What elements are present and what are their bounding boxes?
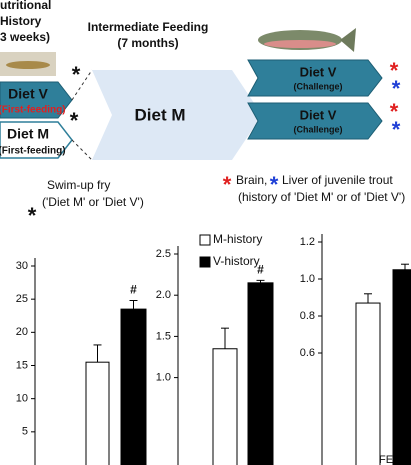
y-tick-label: 0.6 xyxy=(300,347,315,359)
larva xyxy=(0,52,56,76)
stage-label: (Challenge) xyxy=(293,81,342,91)
bar xyxy=(85,361,110,465)
x-tick-label: FE xyxy=(379,454,393,465)
legend-swatch xyxy=(199,234,211,246)
asterisks: * * * * * * * * * xyxy=(28,58,401,228)
annotation: # xyxy=(130,283,137,297)
bar xyxy=(212,348,238,465)
challenge-arrow xyxy=(247,102,383,140)
center-label: Diet M xyxy=(135,105,186,124)
y-tick-label: 0.8 xyxy=(300,310,315,322)
stage-label: (First-feeding) xyxy=(0,146,66,157)
asterisk: * xyxy=(392,76,401,101)
larva-body xyxy=(6,61,50,69)
asterisk: * xyxy=(390,58,399,83)
asterisk: * xyxy=(72,62,81,87)
stage-label: (Challenge) xyxy=(293,124,342,134)
y-tick-label: 1.5 xyxy=(156,330,171,342)
tissue-text: Liver of juvenile trout xyxy=(282,173,393,187)
diet-label: Diet M xyxy=(7,126,49,142)
diet-label: Diet V xyxy=(300,107,337,122)
y-tick-label: 5 xyxy=(22,426,28,438)
asterisk: * xyxy=(28,203,37,228)
y-tick-label: 15 xyxy=(16,359,28,371)
y-tick-label: 20 xyxy=(16,326,28,338)
history-text: 3 weeks) xyxy=(0,30,50,44)
stage-label: (First-feeding) xyxy=(0,105,66,116)
y-tick-label: 1.2 xyxy=(300,236,315,248)
asterisk: * xyxy=(223,172,232,197)
bar xyxy=(120,308,147,465)
trout xyxy=(258,28,356,52)
legend-label: V-history xyxy=(213,254,260,268)
asterisk: * xyxy=(270,172,279,197)
bar xyxy=(247,282,274,465)
legend-swatch xyxy=(199,256,211,268)
swim-up-text: ('Diet M' or 'Diet V') xyxy=(42,195,144,209)
y-tick-label: 25 xyxy=(16,293,28,305)
y-tick-label: 1.0 xyxy=(300,273,315,285)
bar xyxy=(392,269,411,465)
asterisk: * xyxy=(392,117,401,142)
history-text: History xyxy=(0,14,42,28)
legend-label: M-history xyxy=(213,232,262,246)
bar xyxy=(355,302,381,465)
intermediate-text: (7 months) xyxy=(117,36,178,50)
diet-v-first-arrow xyxy=(0,81,73,119)
intermediate-text: Intermediate Feeding xyxy=(88,20,209,34)
y-tick-label: 10 xyxy=(16,393,28,405)
dashed-connector xyxy=(71,69,93,161)
asterisk: * xyxy=(70,108,79,133)
y-tick-label: 30 xyxy=(16,260,28,272)
diet-label: Diet V xyxy=(300,64,337,79)
asterisk: * xyxy=(390,99,399,124)
history-text: utritional xyxy=(0,0,51,12)
swim-up-text: Swim-up fry xyxy=(47,178,110,192)
annotation: # xyxy=(257,263,264,277)
trout-stripe xyxy=(264,40,336,48)
challenge-arrow xyxy=(247,59,383,97)
trout-tail xyxy=(340,28,356,52)
tissue-text: Brain, xyxy=(236,173,267,187)
tissue-text: (history of 'Diet M' or of 'Diet V') xyxy=(238,190,405,204)
y-tick-label: 2.0 xyxy=(156,289,171,301)
y-tick-label: 2.5 xyxy=(156,248,171,260)
diet-m-arrow xyxy=(92,70,262,160)
y-tick-label: 1.0 xyxy=(156,372,171,384)
diet-label: Diet V xyxy=(8,86,48,102)
diet-m-first-arrow xyxy=(0,121,73,159)
